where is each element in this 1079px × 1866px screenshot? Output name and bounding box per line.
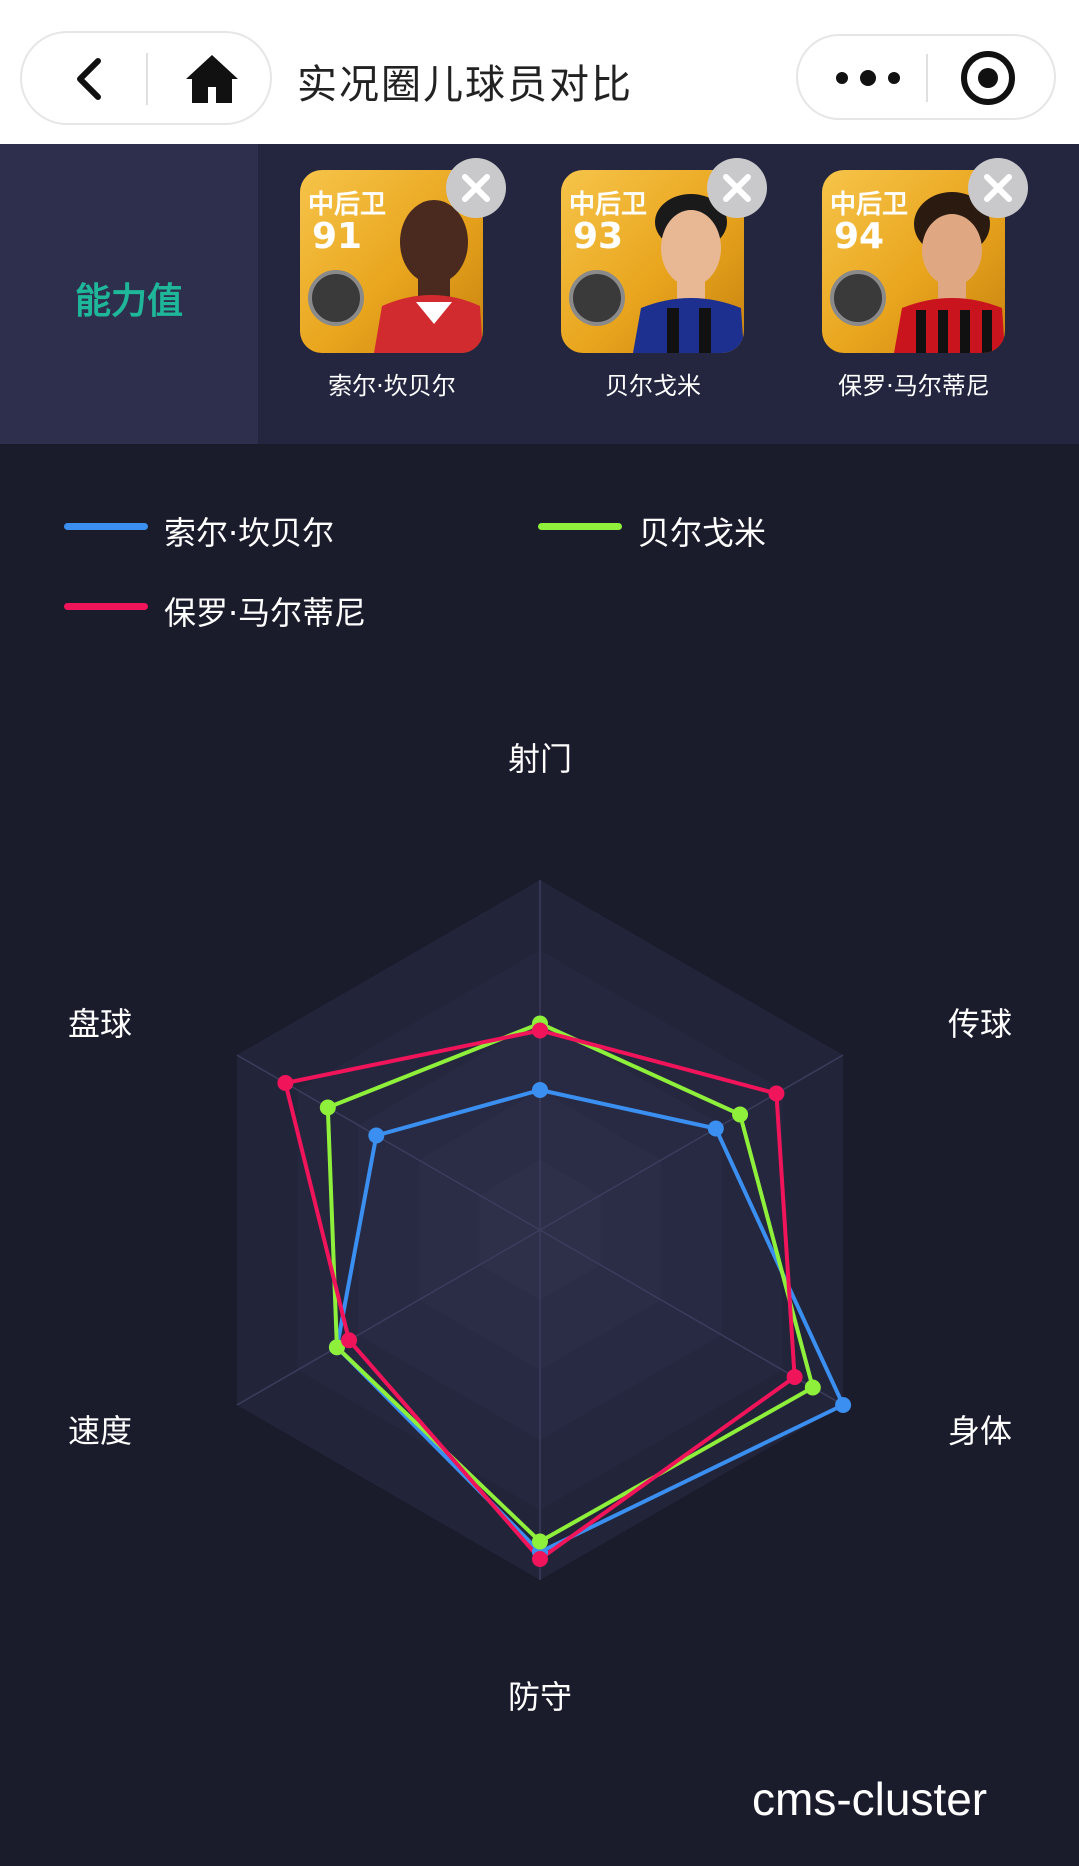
radar-axis-label: 传球 — [948, 1005, 1012, 1043]
radar-axis-label: 射门 — [508, 740, 572, 778]
ability-label: 能力值 — [74, 281, 183, 322]
radar-data-point[interactable] — [732, 1106, 749, 1123]
radar-axis-label: 速度 — [68, 1412, 132, 1450]
radar-data-point[interactable] — [319, 1099, 336, 1116]
player-card[interactable]: 中后卫 94 保罗·马尔蒂尼 — [822, 158, 1028, 410]
radar-series-group — [277, 1015, 852, 1567]
player-card[interactable]: 中后卫 91 索尔·坎贝尔 — [300, 158, 506, 410]
close-icon — [984, 174, 1012, 202]
legend-swatch — [538, 523, 622, 530]
back-button[interactable] — [60, 51, 120, 107]
players-header: 能力值 中后卫 91 索尔·坎贝尔 — [0, 144, 1079, 444]
player-position: 中后卫 — [830, 190, 909, 220]
player-portrait — [633, 194, 744, 353]
team-badge-icon — [308, 270, 364, 326]
radar-data-point[interactable] — [707, 1120, 724, 1137]
radar-data-point[interactable] — [786, 1369, 803, 1385]
more-dots-icon — [836, 70, 900, 86]
player-name: 贝尔戈米 — [605, 372, 701, 400]
player-name: 保罗·马尔蒂尼 — [838, 372, 990, 400]
more-button[interactable] — [828, 54, 908, 102]
radar-data-point[interactable] — [277, 1075, 294, 1091]
legend-label: 保罗·马尔蒂尼 — [164, 594, 367, 632]
radar-data-point[interactable] — [368, 1127, 385, 1144]
legend-label: 索尔·坎贝尔 — [164, 514, 335, 552]
team-badge-icon — [830, 270, 886, 326]
radar-data-point[interactable] — [532, 1551, 548, 1567]
player-rating: 94 — [834, 216, 885, 257]
radar-axis-label: 盘球 — [68, 1005, 132, 1043]
radar-data-point[interactable] — [768, 1085, 785, 1102]
capsule-divider — [926, 54, 928, 102]
radar-data-point[interactable] — [835, 1397, 852, 1413]
home-icon — [186, 55, 238, 103]
nav-capsule-left — [20, 31, 272, 125]
chevron-left-icon — [77, 58, 101, 100]
player-card[interactable]: 中后卫 93 贝尔戈米 — [561, 158, 767, 410]
radar-data-point[interactable] — [804, 1379, 821, 1396]
capsule-divider — [146, 53, 148, 105]
close-icon — [723, 174, 751, 202]
radar-data-point[interactable] — [532, 1082, 548, 1098]
close-miniprogram-button[interactable] — [958, 48, 1018, 108]
radar-data-point[interactable] — [532, 1022, 548, 1039]
team-badge-icon — [569, 270, 625, 326]
radar-axis-line — [236, 1229, 541, 1406]
ability-cell: 能力值 — [0, 144, 258, 444]
radar-data-point[interactable] — [341, 1332, 358, 1349]
nav-capsule-right — [796, 34, 1056, 120]
player-position: 中后卫 — [569, 190, 648, 220]
radar-data-point[interactable] — [328, 1339, 345, 1356]
legend-label: 贝尔戈米 — [638, 514, 767, 552]
player-card-image: 中后卫 94 — [822, 170, 1005, 353]
player-rating: 93 — [573, 216, 624, 257]
remove-player-button[interactable] — [446, 158, 506, 218]
target-icon — [961, 51, 1015, 105]
player-portrait — [374, 200, 483, 353]
radar-axis-label: 防守 — [508, 1678, 572, 1716]
legend-swatch — [64, 603, 148, 610]
page-title: 实况圈儿球员对比 — [297, 62, 633, 108]
radar-axis-line — [539, 1054, 844, 1231]
player-name: 索尔·坎贝尔 — [328, 372, 456, 400]
player-portrait — [894, 192, 1005, 353]
legend-swatch — [64, 523, 148, 530]
close-icon — [462, 174, 490, 202]
top-navbar: 实况圈儿球员对比 — [0, 0, 1079, 144]
radar-grid — [236, 880, 844, 1580]
player-position: 中后卫 — [308, 190, 387, 220]
remove-player-button[interactable] — [707, 158, 767, 218]
radar-axis-label: 身体 — [948, 1412, 1012, 1450]
player-rating: 91 — [312, 216, 363, 257]
home-button[interactable] — [180, 49, 244, 109]
remove-player-button[interactable] — [968, 158, 1028, 218]
player-card-image: 中后卫 91 — [300, 170, 483, 353]
radar-data-point[interactable] — [532, 1533, 548, 1550]
watermark: cms-cluster — [752, 1773, 988, 1825]
